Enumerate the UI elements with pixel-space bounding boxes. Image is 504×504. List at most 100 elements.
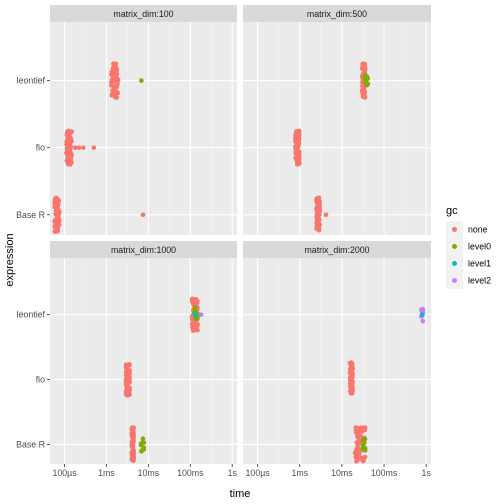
data-point: [68, 136, 73, 141]
legend-label: level0: [468, 242, 491, 252]
legend-swatch: [452, 227, 457, 232]
data-point: [190, 327, 196, 333]
legend-swatch: [452, 278, 457, 283]
data-point: [359, 428, 365, 434]
data-point: [123, 381, 129, 386]
panel-background: [243, 22, 431, 235]
data-point: [113, 92, 119, 98]
legend-swatch: [452, 261, 457, 266]
data-point: [64, 139, 69, 145]
data-point: [67, 132, 72, 137]
legend-title: gc: [446, 205, 458, 217]
data-point: [139, 448, 144, 454]
facet-panel: matrix_dim:500: [243, 5, 431, 235]
data-point: [129, 426, 135, 431]
data-point: [362, 436, 368, 442]
y-axis-title: expression: [4, 233, 16, 286]
data-point: [66, 145, 72, 150]
data-point: [316, 196, 322, 201]
data-point: [56, 201, 61, 207]
data-point: [419, 312, 425, 317]
data-point: [360, 457, 365, 463]
data-point: [356, 440, 361, 445]
data-point: [323, 212, 329, 218]
y-tick-label: fio: [36, 143, 45, 153]
data-point: [113, 76, 119, 81]
facet-strip-label: matrix_dim:1000: [111, 245, 176, 255]
data-point: [362, 61, 367, 67]
data-point: [108, 72, 114, 77]
data-point: [349, 380, 355, 386]
data-point: [129, 430, 135, 436]
x-tick-label: 1ms: [98, 468, 115, 478]
data-point: [364, 82, 370, 88]
facet-strip: [243, 241, 431, 258]
data-point: [72, 145, 78, 150]
x-tick-label: 100ms: [177, 468, 204, 478]
data-point: [348, 364, 354, 370]
data-point: [314, 200, 320, 206]
x-tick-label: 100µs: [246, 468, 271, 478]
data-point: [348, 369, 353, 375]
data-point: [111, 61, 116, 67]
data-point: [194, 316, 200, 321]
legend-label: level1: [468, 259, 491, 269]
facet-strip: [50, 5, 237, 22]
legend: gc none level0 level1 level2: [446, 205, 491, 289]
x-tick-label: 1ms: [291, 468, 308, 478]
y-tick-label: fio: [36, 375, 45, 385]
data-point: [140, 436, 146, 441]
data-point: [124, 392, 130, 398]
data-point: [347, 360, 353, 366]
data-point: [360, 446, 366, 451]
y-tick-label: Base R: [16, 210, 45, 220]
data-point: [140, 212, 146, 218]
chart-panels: matrix_dim:100 matrix_dim:500 matrix_dim:1…: [50, 5, 431, 464]
legend-swatch: [452, 244, 457, 249]
panel-background: [50, 258, 237, 464]
x-tick-label: 100ms: [371, 468, 398, 478]
data-point: [127, 378, 132, 383]
facet-panel: matrix_dim:100: [50, 5, 237, 235]
data-point: [355, 429, 360, 434]
x-tick-label: 10ms: [138, 468, 160, 478]
facet-strip: [50, 241, 237, 258]
data-point: [91, 145, 97, 150]
panel-background: [50, 22, 237, 235]
x-tick-label: 10ms: [331, 468, 353, 478]
panel-background: [243, 258, 431, 464]
data-point: [66, 150, 72, 155]
facet-strip-label: matrix_dim:100: [113, 9, 173, 19]
legend-label: level2: [468, 276, 491, 286]
x-tick-label: 1s: [228, 468, 238, 478]
facet-strip-label: matrix_dim:2000: [304, 245, 369, 255]
data-point: [420, 318, 426, 324]
data-point: [65, 154, 70, 160]
data-point: [356, 451, 362, 456]
data-point: [316, 209, 321, 215]
data-point: [127, 368, 132, 373]
data-point: [192, 297, 197, 303]
y-tick-label: leontief: [17, 310, 46, 320]
legend-label: none: [468, 225, 488, 235]
data-point: [131, 439, 136, 445]
data-point: [80, 145, 86, 150]
data-point: [54, 225, 60, 230]
data-point: [130, 455, 136, 461]
data-point: [294, 157, 299, 162]
data-point: [419, 307, 424, 313]
y-tick-label: Base R: [16, 439, 45, 449]
data-point: [52, 203, 58, 208]
data-point: [192, 305, 198, 310]
data-point: [296, 142, 301, 148]
data-point: [193, 320, 198, 326]
data-point: [362, 95, 368, 100]
facet-panel: matrix_dim:2000: [243, 241, 431, 464]
data-point: [316, 222, 321, 228]
chart-axes: leontief fio Base R leontief fio Base R 100µs 1…: [16, 76, 431, 478]
data-point: [355, 425, 361, 431]
data-point: [294, 129, 300, 135]
data-point: [111, 84, 116, 90]
data-point: [139, 78, 144, 83]
